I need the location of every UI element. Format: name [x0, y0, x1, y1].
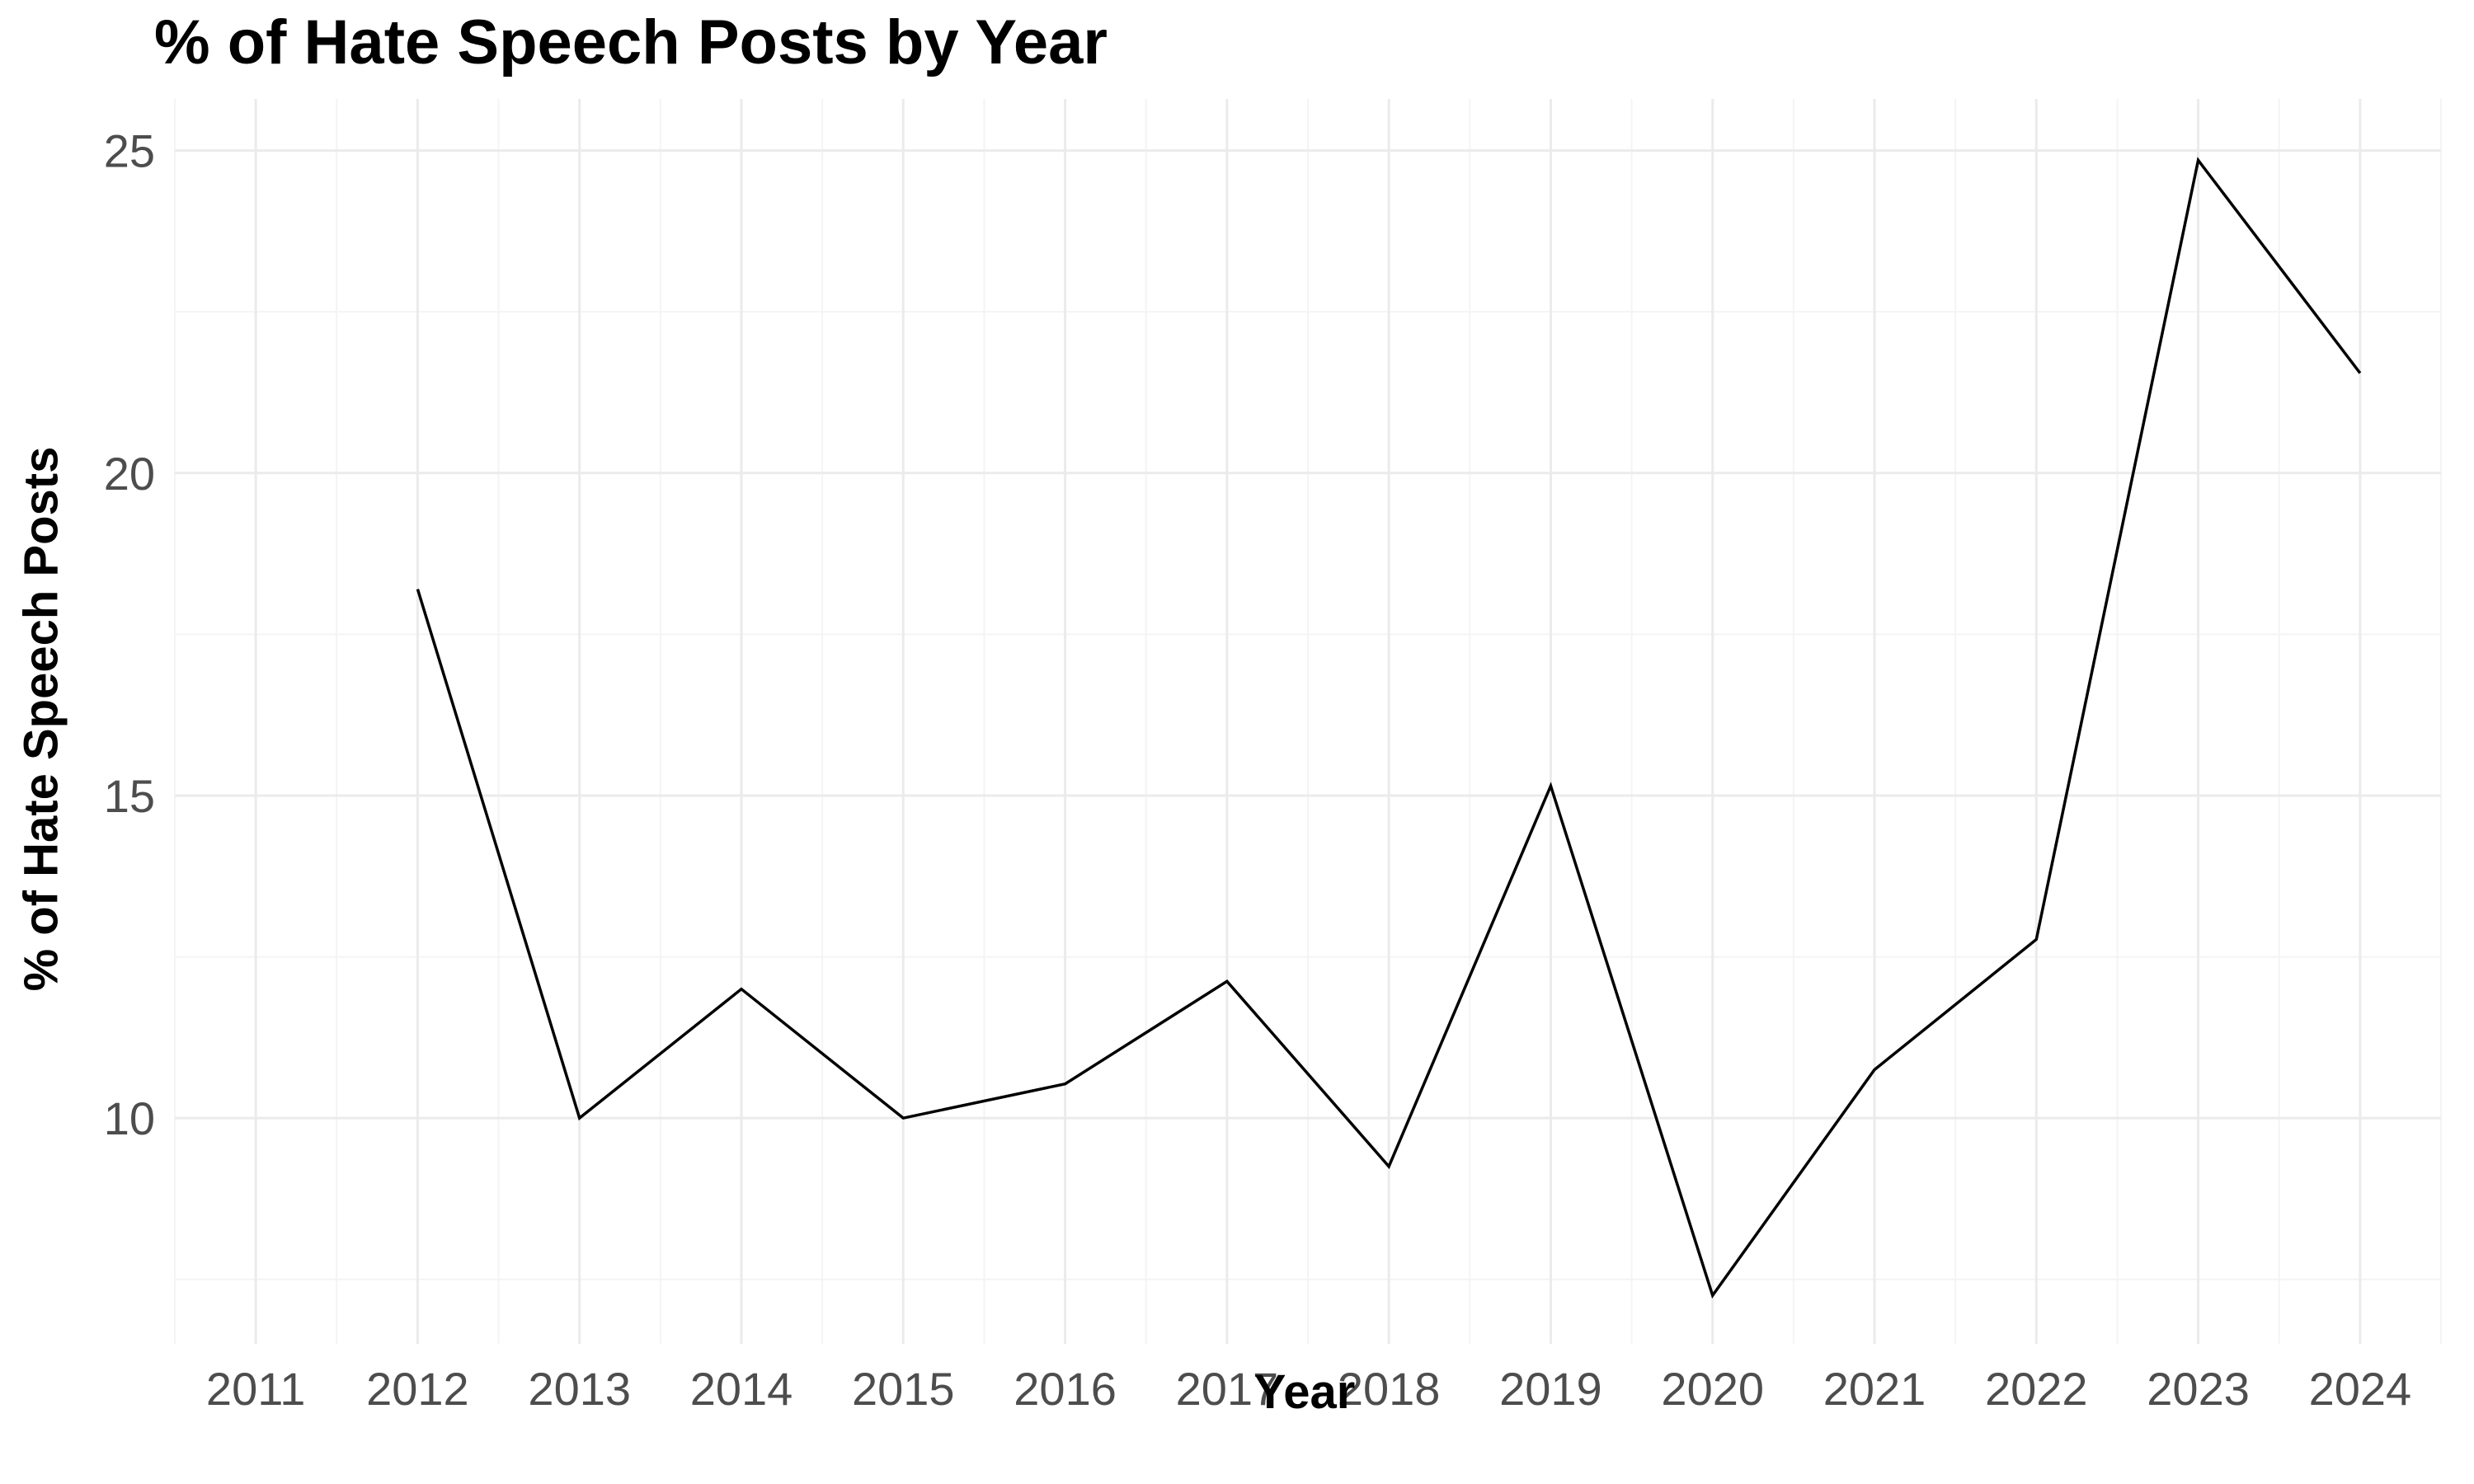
x-tick-label: 2020 — [1661, 1363, 1764, 1415]
series-line — [416, 157, 2362, 1299]
y-tick-label: 25 — [104, 125, 155, 177]
y-tick-label: 15 — [104, 770, 155, 822]
x-tick-label: 2013 — [528, 1363, 631, 1415]
y-axis-title: % of Hate Speech Posts — [14, 446, 68, 992]
x-tick-label: 2023 — [2147, 1363, 2250, 1415]
x-tick-label: 2012 — [366, 1363, 469, 1415]
chart-title: % of Hate Speech Posts by Year — [154, 7, 1108, 77]
x-tick-label: 2014 — [690, 1363, 793, 1415]
y-tick-label: 20 — [104, 448, 155, 500]
x-tick-label: 2024 — [2309, 1363, 2412, 1415]
x-tick-label: 2018 — [1338, 1363, 1441, 1415]
x-tick-label: 2011 — [206, 1363, 305, 1415]
x-axis-title: Year — [1253, 1365, 1356, 1419]
x-tick-label: 2021 — [1823, 1363, 1926, 1415]
x-tick-label: 2022 — [1985, 1363, 2088, 1415]
x-tick-label: 2016 — [1014, 1363, 1117, 1415]
x-tick-label: 2015 — [852, 1363, 955, 1415]
x-tick-label: 2017 — [1176, 1363, 1279, 1415]
y-tick-label: 10 — [104, 1092, 155, 1144]
x-tick-label: 2019 — [1499, 1363, 1602, 1415]
